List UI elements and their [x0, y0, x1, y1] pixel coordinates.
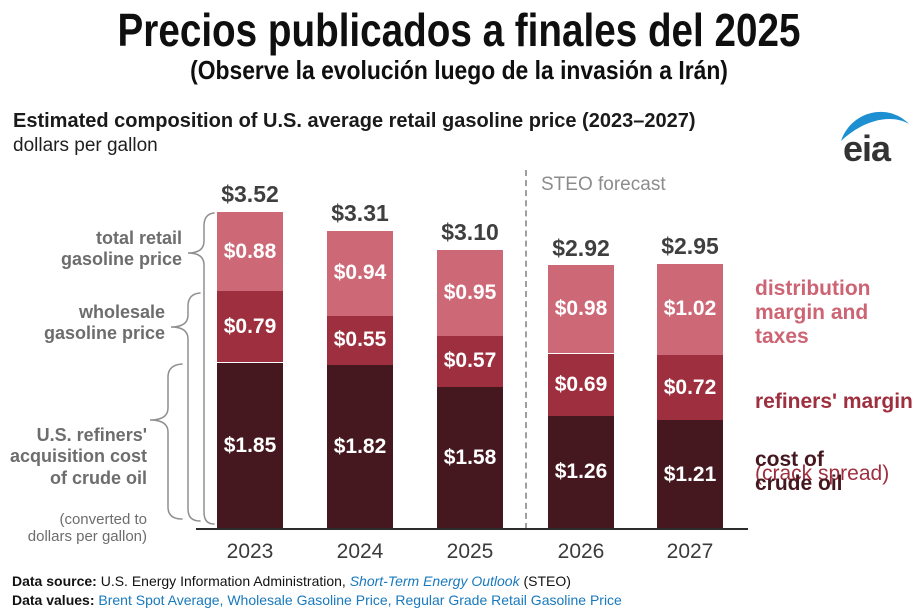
bar-segment-2025-distribution: $0.95	[437, 250, 503, 336]
retail-price-link[interactable]: Regular Grade Retail Gasoline Price	[395, 592, 622, 608]
segment-value-label: $0.69	[554, 372, 608, 396]
data-source-org: U.S. Energy Information Administration,	[100, 573, 346, 589]
bar-segment-2026-distribution: $0.98	[548, 265, 614, 354]
legend-refiners-margin: refiners' margin (crack spread)	[755, 366, 913, 486]
segment-value-label: $1.26	[554, 460, 608, 484]
bar-segment-2027-distribution: $1.02	[657, 263, 723, 356]
segment-value-label: $0.95	[443, 280, 497, 304]
wholesale-price-link[interactable]: Wholesale Gasoline Price,	[227, 592, 392, 608]
year-label-2025: 2025	[446, 540, 494, 563]
steo-link[interactable]: Short-Term Energy Outlook	[349, 573, 520, 589]
chart-units-label: dollars per gallon	[13, 135, 158, 156]
label-refiners-acquisition-cost-main: U.S. refiners' acquisition cost of crude…	[9, 424, 147, 488]
data-source-label: Data source:	[12, 573, 97, 589]
year-label-2026: 2026	[557, 540, 605, 563]
forecast-divider-line	[525, 170, 527, 529]
bar-segment-2023-refiners: $0.79	[217, 291, 283, 363]
segment-value-label: $0.94	[333, 261, 387, 285]
forecast-label: STEO forecast	[541, 174, 666, 195]
bar-segment-2026-crude: $1.26	[548, 415, 614, 529]
bar-segment-2023-crude: $1.85	[217, 362, 283, 529]
bar-segment-2024-crude: $1.82	[327, 365, 393, 529]
segment-value-label: $1.21	[663, 462, 717, 486]
segment-value-label: $1.02	[663, 297, 717, 321]
data-values-line: Data values: Brent Spot Average, Wholesa…	[12, 592, 622, 608]
bar-segment-2024-distribution: $0.94	[327, 231, 393, 316]
label-wholesale-price: wholesale gasoline price	[43, 302, 165, 343]
segment-value-label: $0.55	[333, 328, 387, 352]
total-price-label-2025: $3.10	[441, 219, 499, 245]
year-label-2027: 2027	[666, 540, 714, 563]
legend-distribution-margin: distribution margin and taxes	[755, 277, 871, 348]
segment-value-label: $0.79	[223, 314, 277, 338]
bar-segment-2025-refiners: $0.57	[437, 335, 503, 387]
x-axis	[196, 528, 748, 530]
brace-total-retail	[187, 212, 215, 525]
eia-swoosh-icon	[841, 111, 909, 141]
chart-title: Estimated composition of U.S. average re…	[13, 110, 696, 132]
total-price-label-2026: $2.92	[552, 235, 610, 262]
eia-logo-text: eia	[843, 128, 892, 165]
segment-value-label: $0.88	[223, 239, 277, 263]
data-values-label: Data values:	[12, 592, 95, 608]
data-source-line: Data source: U.S. Energy Information Adm…	[12, 573, 571, 589]
segment-value-label: $1.58	[443, 445, 497, 469]
total-price-label-2023: $3.52	[221, 181, 279, 208]
label-refiners-acquisition-cost-note: (converted to dollars per gallon)	[27, 510, 147, 545]
main-title: Precios publicados a finales del 2025	[117, 4, 801, 56]
data-source-suffix: (STEO)	[523, 573, 571, 589]
segment-value-label: $0.72	[663, 375, 717, 399]
bar-segment-2026-refiners: $0.69	[548, 353, 614, 416]
segment-value-label: $1.82	[333, 435, 387, 459]
eia-logo: eia	[838, 107, 912, 170]
segment-value-label: $0.57	[443, 349, 497, 373]
segment-value-label: $1.85	[223, 433, 277, 457]
year-label-2023: 2023	[226, 540, 274, 563]
bar-segment-2025-crude: $1.58	[437, 386, 503, 529]
bar-segment-2024-refiners: $0.55	[327, 315, 393, 366]
legend-cost-of-crude: cost of crude oil	[755, 448, 843, 495]
segment-value-label: $0.98	[554, 297, 608, 321]
label-total-retail-price: total retail gasoline price	[60, 228, 182, 269]
brace-crude-cost	[149, 363, 183, 520]
label-refiners-acquisition-cost: U.S. refiners' acquisition cost of crude…	[10, 403, 147, 566]
bar-segment-2023-distribution: $0.88	[217, 212, 283, 292]
total-price-label-2024: $3.31	[331, 200, 389, 227]
brent-spot-link[interactable]: Brent Spot Average,	[98, 592, 224, 608]
total-price-label-2027: $2.95	[661, 232, 719, 259]
bar-segment-2027-crude: $1.21	[657, 420, 723, 529]
legend-refiners-margin-note: (crack spread)	[755, 462, 890, 485]
brace-wholesale	[170, 292, 201, 522]
main-subtitle: (Observe la evolución luego de la invasi…	[190, 55, 728, 85]
legend-refiners-margin-bold: refiners' margin	[755, 390, 913, 413]
year-label-2024: 2024	[336, 540, 384, 563]
bar-segment-2027-refiners: $0.72	[657, 355, 723, 421]
